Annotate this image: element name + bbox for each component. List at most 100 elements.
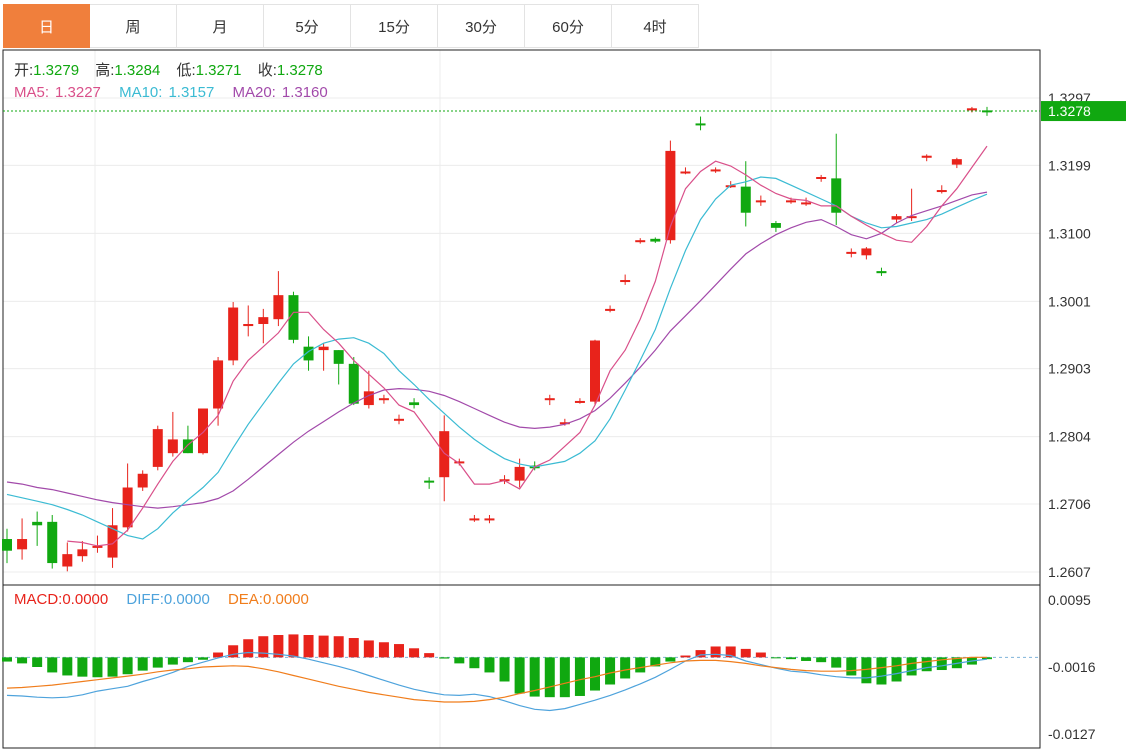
candle-body (921, 155, 932, 158)
diff-value: 0.0000 (164, 591, 210, 608)
candle-body (288, 295, 299, 340)
price-tick-label: 1.2903 (1048, 361, 1091, 377)
tab-1[interactable]: 周 (90, 4, 177, 48)
candle-body (348, 363, 359, 404)
macd-bar (2, 657, 12, 662)
candle-body (936, 190, 947, 193)
macd-bar (243, 639, 254, 658)
macd-bar (288, 634, 299, 658)
candle-body (92, 545, 103, 548)
ma5-line (67, 145, 988, 547)
macd-bar (559, 657, 570, 698)
macd-bar (906, 657, 917, 676)
macd-bar (378, 642, 389, 658)
candle-body (906, 216, 917, 219)
candle-body (394, 418, 404, 421)
candle-body (228, 307, 239, 361)
candle-body (484, 518, 495, 521)
ma20-line (6, 191, 988, 509)
macd-bar (424, 653, 435, 658)
macd-bar (333, 636, 344, 658)
candle-body (378, 398, 389, 401)
tab-2[interactable]: 月 (177, 4, 264, 48)
price-tick-label: 1.2607 (1048, 564, 1091, 580)
diff-label: DIFF: (126, 591, 164, 608)
candle-body (665, 150, 676, 241)
candle-body (439, 431, 450, 478)
ma5-value: 1.3227 (55, 84, 101, 101)
macd-bar (198, 657, 208, 660)
macd-bar (936, 657, 947, 671)
last-price-label: 1.3278 (1048, 103, 1091, 119)
candle-body (318, 346, 329, 351)
candle-body (861, 248, 872, 256)
macd-tick-label: -0.0016 (1048, 659, 1096, 675)
period-tabs: 日周月 5分 15分 30分 60分 4时 (3, 4, 699, 48)
macd-bar (484, 657, 495, 673)
candle-body (966, 108, 977, 111)
close-value: 1.3278 (277, 62, 323, 79)
macd-bar (439, 657, 450, 659)
macd-bar (951, 657, 962, 669)
macd-bar (620, 657, 631, 679)
low-value: 1.3271 (196, 62, 242, 79)
svg-text:开:1.3279 高:1.3284 低:1.: 开:1.3279 高:1.3284 低:1.3271 收:1.3278 (14, 62, 323, 79)
candle-body (198, 408, 208, 454)
macd-tick-label: -0.0127 (1048, 726, 1096, 742)
candle-body (574, 400, 585, 403)
open-value: 1.3279 (33, 62, 79, 79)
tab-0[interactable]: 日 (3, 4, 90, 48)
svg-text:MA5:1.3227 MA10:1.3157: MA5: 1.3227 MA10: 1.3157 MA20: 1.3160 (14, 84, 328, 101)
macd-bar (921, 657, 932, 672)
macd-bar (273, 635, 284, 658)
candle-body (424, 480, 435, 483)
macd-bar (650, 657, 661, 667)
candle-body (137, 473, 148, 488)
candle-body (303, 346, 314, 361)
tab-4[interactable]: 15分 (351, 4, 438, 48)
macd-bar (831, 657, 842, 668)
macd-label: MACD: (14, 591, 62, 608)
price-tick-label: 1.2804 (1048, 429, 1091, 445)
candle-body (680, 171, 691, 174)
candle-body (559, 422, 570, 425)
macd-bar (122, 657, 133, 675)
candle-body (17, 539, 28, 550)
macd-bar (725, 646, 736, 658)
candle-body (544, 398, 555, 401)
tab-6[interactable]: 60分 (525, 4, 612, 48)
candle-body (47, 521, 58, 564)
macd-bar (740, 648, 751, 658)
macd-bar (62, 657, 73, 676)
macd-bar (318, 635, 329, 658)
candle-body (695, 123, 706, 126)
moving-average-lines (6, 145, 988, 547)
macd-bar (846, 657, 857, 676)
candle-body (620, 280, 631, 283)
candle-body (2, 539, 12, 551)
macd-bar (258, 636, 269, 658)
candle-body (710, 169, 721, 172)
macd-bar (167, 657, 178, 665)
dea-value: 0.0000 (263, 591, 309, 608)
ma10-label: MA10: (119, 84, 162, 101)
candle-body (740, 186, 751, 213)
tab-3[interactable]: 5分 (264, 4, 351, 48)
last-price-marker: 1.3278 (3, 101, 1126, 122)
ma20-value: 1.3160 (282, 84, 328, 101)
macd-bar (801, 657, 812, 661)
tab-5[interactable]: 30分 (438, 4, 525, 48)
macd-bar (499, 657, 510, 682)
macd-bar (680, 655, 691, 658)
tab-7[interactable]: 4时 (612, 4, 699, 48)
candle-body (122, 487, 133, 528)
price-axis-ticks: 1.32971.31991.31001.30011.29031.28041.27… (1048, 90, 1096, 742)
candle-body (258, 317, 269, 325)
macd-bar (394, 644, 404, 658)
macd-bar (137, 657, 148, 671)
macd-panel (2, 634, 1040, 712)
candle-body (273, 295, 284, 320)
macd-bar (454, 657, 465, 664)
macd-bar (182, 657, 193, 663)
